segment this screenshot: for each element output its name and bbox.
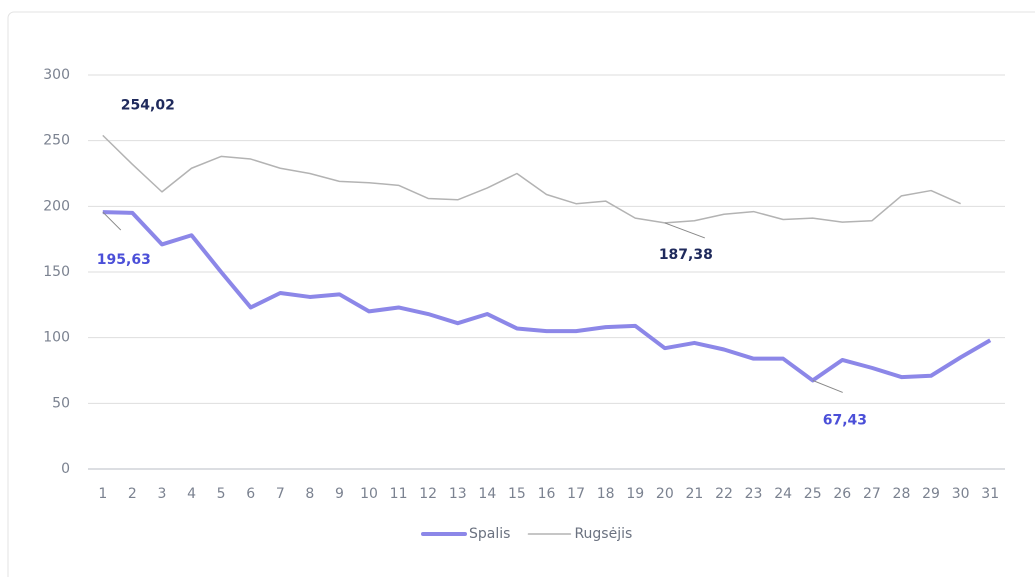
leader-line [664,222,705,239]
x-tick-label: 26 [833,486,851,502]
legend-label: Spalis [469,526,510,542]
x-tick-label: 31 [981,486,999,502]
y-tick-label: 50 [52,395,70,411]
x-tick-label: 19 [626,486,644,502]
x-tick-label: 20 [656,486,674,502]
x-tick-label: 5 [217,486,226,502]
x-tick-label: 11 [390,486,408,502]
x-tick-label: 2 [128,486,137,502]
leader-line [812,379,843,393]
x-tick-label: 3 [157,486,166,502]
x-tick-label: 14 [478,486,496,502]
x-tick-label: 1 [98,486,107,502]
line-series [102,210,992,383]
y-tick-label: 150 [43,264,70,280]
x-tick-label: 8 [305,486,314,502]
y-tick-label: 0 [61,461,70,477]
line-series [102,134,961,224]
card [7,11,1035,577]
data-label: 67,43 [823,412,867,428]
x-tick-label: 12 [419,486,437,502]
x-tick-label: 9 [335,486,344,502]
legend-label: Rugsėjis [574,526,632,542]
x-tick-label: 22 [715,486,733,502]
x-tick-label: 27 [863,486,881,502]
x-tick-label: 28 [893,486,911,502]
x-tick-label: 6 [246,486,255,502]
y-tick-label: 100 [43,330,70,346]
x-tick-label: 25 [804,486,822,502]
data-label: 187,38 [659,247,713,263]
x-tick-label: 7 [276,486,285,502]
leader-line [102,211,122,231]
x-tick-label: 10 [360,486,378,502]
x-tick-label: 17 [567,486,585,502]
x-tick-label: 24 [774,486,792,502]
data-label: 254,02 [121,97,175,113]
x-tick-label: 30 [952,486,970,502]
x-tick-label: 15 [508,486,526,502]
x-tick-label: 4 [187,486,196,502]
y-tick-label: 200 [43,198,70,214]
x-tick-label: 13 [449,486,467,502]
y-tick-label: 250 [43,133,70,149]
x-tick-label: 21 [685,486,703,502]
x-tick-label: 29 [922,486,940,502]
x-tick-label: 23 [745,486,763,502]
x-tick-label: 18 [597,486,615,502]
y-tick-label: 300 [43,67,70,83]
data-label: 195,63 [97,252,151,268]
x-tick-label: 16 [538,486,556,502]
